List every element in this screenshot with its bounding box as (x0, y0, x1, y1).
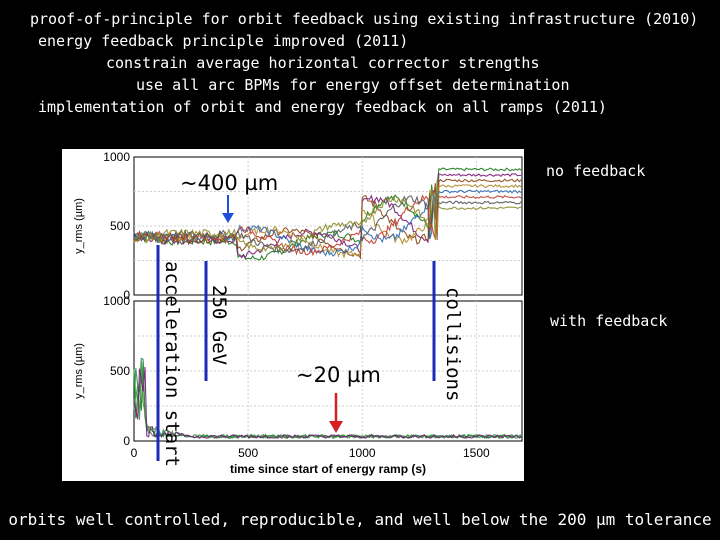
series-line (133, 189, 522, 257)
orbit-comparison-figure: 1000 500 0 y_rms (µm) 1000 500 0 y_rms (µm) 0 500… (62, 149, 524, 481)
no-feedback-label: no feedback (546, 162, 646, 180)
bullet-item-3: constrain average horizontal corrector s… (106, 54, 540, 72)
y-tick-label: 0 (123, 434, 130, 448)
series-line (133, 194, 522, 257)
x-axis-label: time since start of energy ramp (s) (230, 462, 426, 476)
bullet-item-2: energy feedback principle improved (2011… (38, 32, 409, 50)
series-line (133, 180, 522, 253)
with-feedback-label: with feedback (550, 312, 668, 330)
x-tick-label: 0 (131, 446, 138, 460)
footer-caption: orbits well controlled, reproducible, an… (8, 510, 712, 529)
bullet-item-1: proof-of-principle for orbit feedback us… (30, 10, 699, 28)
series-line (133, 192, 522, 255)
top-annotation-label: ~400 µm (180, 171, 279, 195)
bullet-item-4: use all arc BPMs for energy offset deter… (136, 76, 570, 94)
y-tick-label: 1000 (103, 294, 130, 308)
top-arrow-head (222, 213, 234, 223)
collisions-label: collisions (442, 287, 464, 402)
orbit-chart: 1000 500 0 y_rms (µm) 1000 500 0 y_rms (µm) 0 500… (73, 150, 523, 476)
y-axis-label: y_rms (µm) (73, 198, 85, 254)
bottom-annotation-label: ~20 µm (296, 363, 381, 387)
x-tick-label: 1500 (463, 446, 490, 460)
y-tick-label: 500 (110, 219, 130, 233)
x-tick-label: 1000 (349, 446, 376, 460)
y-tick-label: 0 (123, 288, 130, 302)
series-line (133, 178, 522, 260)
x-tick-label: 500 (238, 446, 258, 460)
bottom-arrow-head (329, 421, 343, 433)
y-axis-label: y_rms (µm) (73, 343, 85, 399)
acceleration-start-label: acceleration start (161, 261, 183, 467)
y-tick-label: 500 (110, 364, 130, 378)
bullet-item-5: implementation of orbit and energy feedb… (38, 98, 607, 116)
energy-250-label: 250 GeV (208, 285, 230, 366)
series-line (133, 366, 522, 439)
y-tick-label: 1000 (103, 150, 130, 164)
